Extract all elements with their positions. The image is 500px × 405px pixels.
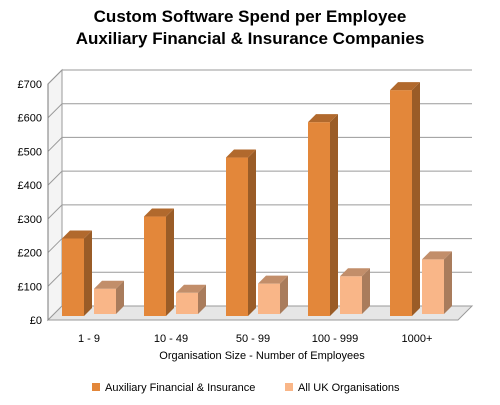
y-axis-ticks: £0 £100 £200 £300 £400 £500 £600 £700 [18,79,49,327]
y-tick-label: £600 [18,113,42,125]
x-tick-label: 50 - 99 [236,333,270,345]
bar [176,284,206,314]
bar-front [340,276,362,314]
bar [226,149,256,316]
legend-swatch [285,383,293,391]
chart-title-line-1: Custom Software Spend per Employee [93,7,407,26]
y-tick-label: £700 [18,79,42,91]
bar-top [144,208,174,217]
bar-front [226,157,248,316]
bar-side [84,230,92,316]
bar-top [308,114,338,123]
bar-side [412,82,420,316]
bar [144,208,174,316]
legend-item: Auxiliary Financial & Insurance [92,382,255,394]
bar-side [116,280,124,314]
y-tick-label: £200 [18,248,42,260]
bar [390,82,420,316]
bar-side [280,275,288,314]
bar [62,230,92,316]
bar-side [198,284,206,314]
y-tick-label: £100 [18,281,42,293]
bar-side [248,149,256,316]
legend: Auxiliary Financial & Insurance All UK Or… [92,382,400,394]
left-wall [47,68,63,322]
bar-top [340,268,370,277]
bar-side [166,208,174,316]
x-tick-label: 10 - 49 [154,333,188,345]
x-axis-title: Organisation Size - Number of Employees [159,350,365,362]
bar-side [362,268,370,314]
bar [94,280,124,314]
legend-label: All UK Organisations [298,382,400,394]
chart-title-line-2: Auxiliary Financial & Insurance Companie… [75,29,425,48]
bar-top [176,284,206,293]
x-tick-label: 1000+ [402,333,433,345]
bar-front [62,238,84,316]
bar-front [176,292,198,314]
gridline [47,103,472,119]
legend-item: All UK Organisations [285,382,400,394]
legend-swatch [92,383,100,391]
y-tick-label: £400 [18,180,42,192]
bar-front [94,288,116,314]
bar-side [444,251,452,314]
bar [422,251,452,314]
bar-top [62,230,92,239]
bar [340,268,370,314]
y-tick-label: £0 [30,315,42,327]
bar-front [308,122,330,317]
y-tick-label: £300 [18,214,42,226]
chart-title: Custom Software Spend per Employee Auxil… [0,6,500,50]
bars [62,82,452,317]
bar-front [258,283,280,314]
x-tick-label: 1 - 9 [78,333,100,345]
gridline [47,69,472,85]
bar [258,275,288,314]
x-tick-label: 100 - 999 [312,333,358,345]
bar-top [422,251,452,260]
bar-top [390,82,420,91]
bar-side [330,114,338,317]
bar-top [226,149,256,158]
bar-top [94,280,124,289]
bar-front [390,90,412,316]
y-tick-label: £500 [18,146,42,158]
bar-front [144,216,166,316]
bar-top [258,275,288,284]
bar [308,114,338,317]
x-axis-ticks: 1 - 9 10 - 49 50 - 99 100 - 999 1000+ [78,333,432,345]
bar-front [422,259,444,314]
legend-label: Auxiliary Financial & Insurance [105,382,255,394]
